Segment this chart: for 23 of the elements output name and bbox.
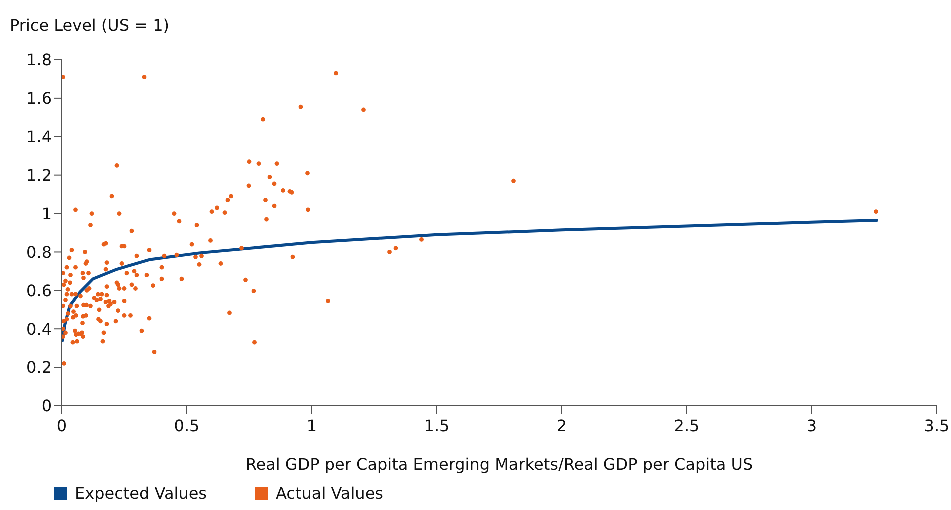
y-tick-label: 0.2 [26,358,52,378]
x-tick-label: 3.5 [924,416,950,436]
x-tick-label: 2 [556,416,568,436]
y-tick-label: 1.6 [26,89,52,108]
line-series [62,219,878,342]
y-tick-label: 0 [42,396,52,416]
y-tick-label: 1.2 [26,166,52,186]
x-tick-label: 0 [56,416,68,436]
x-tick-label: 3 [806,416,818,436]
y-tick-label: 0.8 [26,242,52,262]
x-tick-label: 1 [306,416,318,436]
x-tick-label: 2.5 [674,416,700,436]
x-tick-label: 1.5 [424,416,450,436]
x-axis-title: Real GDP per Capita Emerging Markets/Real GDP per Capita US [246,455,754,474]
x-tick-label: 0.5 [174,416,200,436]
y-axis-title: Price Level (US = 1) [10,16,170,35]
y-tick-label: 0.4 [26,320,52,339]
y-tick-label: 1.8 [26,50,52,70]
y-tick-label: 1.4 [26,128,52,147]
legend-label: Actual Values [276,484,384,503]
y-tick-label: 1 [42,204,52,224]
legend-label: Expected Values [75,484,208,503]
y-tick-label: 0.6 [26,281,52,300]
